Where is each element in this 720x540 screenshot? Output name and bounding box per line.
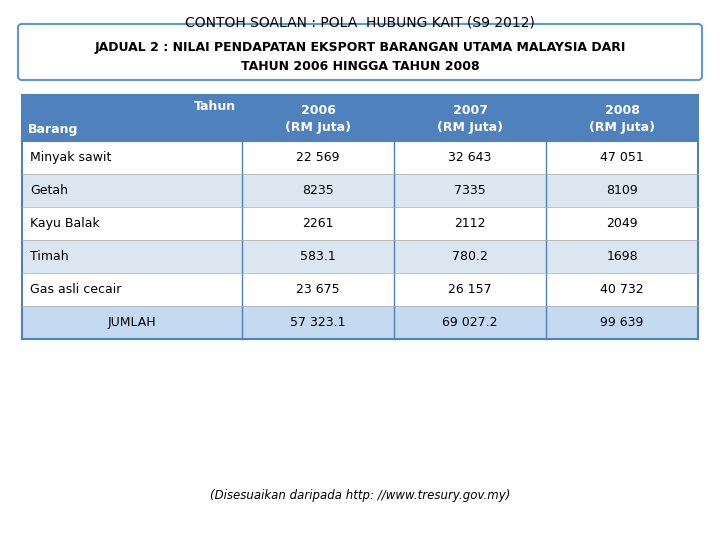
Text: Tahun: Tahun [194,100,236,113]
Text: Timah: Timah [30,250,68,263]
Bar [22,174,698,207]
Text: 32 643: 32 643 [449,151,492,164]
Text: TAHUN 2006 HINGGA TAHUN 2008: TAHUN 2006 HINGGA TAHUN 2008 [240,59,480,72]
Text: 8109: 8109 [606,184,638,197]
Text: 2112: 2112 [454,217,486,230]
FancyBboxPatch shape [18,24,702,80]
Text: 2008: 2008 [605,104,639,117]
Text: 2006: 2006 [300,104,336,117]
Text: Gas asli cecair: Gas asli cecair [30,283,122,296]
Text: 780.2: 780.2 [452,250,488,263]
Text: (RM Juta): (RM Juta) [437,121,503,134]
Text: (Disesuaikan daripada http: //www.tresury.gov.my): (Disesuaikan daripada http: //www.tresur… [210,489,510,502]
Text: Kayu Balak: Kayu Balak [30,217,100,230]
Bar [22,273,698,306]
Text: 23 675: 23 675 [296,283,340,296]
Bar [22,95,698,339]
Text: 69 027.2: 69 027.2 [442,316,498,329]
Text: CONTOH SOALAN : POLA  HUBUNG KAIT (S9 2012): CONTOH SOALAN : POLA HUBUNG KAIT (S9 201… [185,15,535,29]
Text: 2049: 2049 [606,217,638,230]
Text: JADUAL 2 : NILAI PENDAPATAN EKSPORT BARANGAN UTAMA MALAYSIA DARI: JADUAL 2 : NILAI PENDAPATAN EKSPORT BARA… [94,42,626,55]
Text: 47 051: 47 051 [600,151,644,164]
Text: (RM Juta): (RM Juta) [589,121,655,134]
Text: JUMLAH: JUMLAH [108,316,156,329]
Text: Getah: Getah [30,184,68,197]
Bar [22,306,698,339]
Text: (RM Juta): (RM Juta) [285,121,351,134]
Text: 2261: 2261 [302,217,334,230]
Bar [22,240,698,273]
Text: 99 639: 99 639 [600,316,644,329]
Bar [22,141,698,174]
Text: Minyak sawit: Minyak sawit [30,151,112,164]
Text: 2007: 2007 [452,104,487,117]
Text: 22 569: 22 569 [296,151,340,164]
Text: 583.1: 583.1 [300,250,336,263]
Bar [22,95,698,141]
Bar [22,207,698,240]
Text: 26 157: 26 157 [448,283,492,296]
Text: Barang: Barang [28,123,78,136]
Text: 57 323.1: 57 323.1 [290,316,346,329]
Text: 7335: 7335 [454,184,486,197]
Text: 40 732: 40 732 [600,283,644,296]
Text: 1698: 1698 [606,250,638,263]
Text: 8235: 8235 [302,184,334,197]
